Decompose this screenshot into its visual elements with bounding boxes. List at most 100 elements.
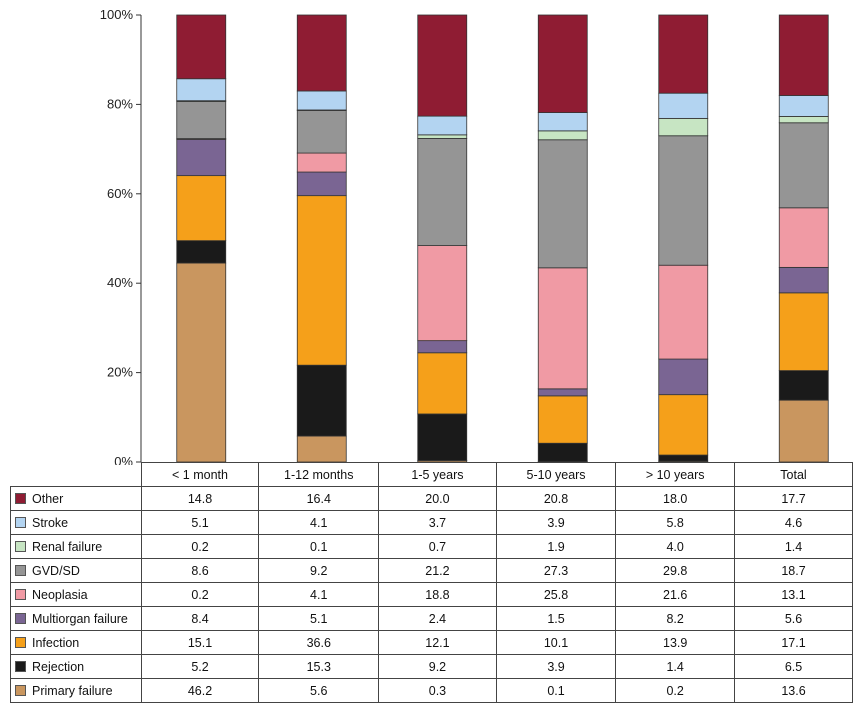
table-cell-value: 46.2 — [141, 679, 259, 703]
table-cell-value: 4.0 — [616, 535, 735, 559]
bar-segment-infection — [659, 395, 708, 455]
y-tick-label: 100% — [100, 7, 134, 22]
bar-segment-infection — [779, 293, 828, 371]
table-cell-value: 15.1 — [141, 631, 259, 655]
bar-segment-gvd-sd — [538, 140, 587, 268]
series-name: Primary failure — [32, 684, 113, 698]
bar-segment-rejection — [418, 414, 467, 461]
category-label: < 1 month — [141, 463, 259, 487]
table-cell-value: 4.6 — [735, 511, 853, 535]
legend-swatch — [15, 589, 26, 600]
category-label: Total — [735, 463, 853, 487]
series-label: Neoplasia — [11, 583, 142, 607]
bar-segment-rejection — [297, 365, 346, 436]
bar-segment-infection — [177, 176, 226, 241]
table-cell-value: 8.4 — [141, 607, 259, 631]
legend-swatch — [15, 517, 26, 528]
category-label: 5-10 years — [496, 463, 616, 487]
bar-segment-neoplasia — [779, 208, 828, 268]
legend-swatch — [15, 565, 26, 576]
table-cell-value: 13.9 — [616, 631, 735, 655]
bar-segment-renal-failure — [538, 131, 587, 140]
bar-segment-rejection — [779, 371, 828, 401]
bar-segment-renal-failure — [418, 135, 467, 139]
table-cell-value: 1.5 — [496, 607, 616, 631]
bar-segment-neoplasia — [538, 268, 587, 389]
table-corner — [11, 463, 142, 487]
y-tick-label: 60% — [107, 186, 133, 201]
bar-segment-gvd-sd — [659, 136, 708, 265]
table-cell-value: 3.7 — [379, 511, 497, 535]
series-name: Multiorgan failure — [32, 612, 128, 626]
legend-swatch — [15, 613, 26, 624]
bar-segment-primary-failure — [177, 263, 226, 462]
table-cell-value: 12.1 — [379, 631, 497, 655]
bar-segment-rejection — [177, 241, 226, 263]
table-cell-value: 8.2 — [616, 607, 735, 631]
bar-segment-stroke — [659, 93, 708, 118]
bar-segment-other — [177, 15, 226, 79]
category-label: 1-12 months — [259, 463, 379, 487]
table-cell-value: 18.8 — [379, 583, 497, 607]
series-name: Stroke — [32, 516, 68, 530]
bar-segment-other — [418, 15, 467, 116]
bar-segment-infection — [418, 353, 467, 414]
legend-swatch — [15, 661, 26, 672]
bar-segment-stroke — [418, 116, 467, 135]
table-cell-value: 21.2 — [379, 559, 497, 583]
table-cell-value: 20.8 — [496, 487, 616, 511]
table-cell-value: 2.4 — [379, 607, 497, 631]
table-cell-value: 15.3 — [259, 655, 379, 679]
table-cell-value: 6.5 — [735, 655, 853, 679]
table-cell-value: 5.8 — [616, 511, 735, 535]
bar-segment-gvd-sd — [177, 102, 226, 139]
bar-segment-renal-failure — [659, 118, 708, 135]
series-label: GVD/SD — [11, 559, 142, 583]
table-cell-value: 0.1 — [259, 535, 379, 559]
legend-swatch — [15, 685, 26, 696]
series-name: Rejection — [32, 660, 84, 674]
stacked-bar-chart: 0%20%40%60%80%100% — [0, 0, 853, 465]
table-cell-value: 18.7 — [735, 559, 853, 583]
table-cell-value: 5.1 — [259, 607, 379, 631]
table-cell-value: 0.1 — [496, 679, 616, 703]
series-label: Other — [11, 487, 142, 511]
bar-segment-other — [659, 15, 708, 93]
table-cell-value: 14.8 — [141, 487, 259, 511]
series-label: Multiorgan failure — [11, 607, 142, 631]
y-tick-label: 40% — [107, 275, 133, 290]
table-cell-value: 5.2 — [141, 655, 259, 679]
bar-segment-stroke — [779, 95, 828, 116]
series-name: Renal failure — [32, 540, 102, 554]
table-cell-value: 13.6 — [735, 679, 853, 703]
table-cell-value: 27.3 — [496, 559, 616, 583]
table-cell-value: 4.1 — [259, 511, 379, 535]
table-cell-value: 18.0 — [616, 487, 735, 511]
table-cell-value: 3.9 — [496, 655, 616, 679]
bar-segment-gvd-sd — [779, 123, 828, 208]
table-cell-value: 17.1 — [735, 631, 853, 655]
bar-segment-multiorgan-failure — [779, 267, 828, 292]
legend-swatch — [15, 541, 26, 552]
table-cell-value: 4.1 — [259, 583, 379, 607]
series-label: Stroke — [11, 511, 142, 535]
bar-segment-infection — [538, 396, 587, 443]
y-tick-label: 20% — [107, 365, 133, 380]
table-cell-value: 1.9 — [496, 535, 616, 559]
table-cell-value: 3.9 — [496, 511, 616, 535]
bar-segment-infection — [297, 196, 346, 366]
bar-segment-other — [779, 15, 828, 95]
table-cell-value: 1.4 — [735, 535, 853, 559]
table-cell-value: 0.7 — [379, 535, 497, 559]
table-cell-value: 8.6 — [141, 559, 259, 583]
legend-swatch — [15, 493, 26, 504]
bar-segment-multiorgan-failure — [418, 341, 467, 353]
series-label: Rejection — [11, 655, 142, 679]
